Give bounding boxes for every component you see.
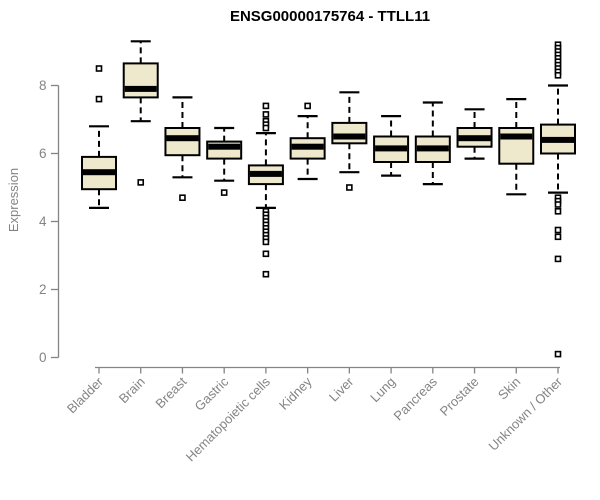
x-tick-label: Unknown / Other [486, 374, 566, 454]
box-Brain [122, 62, 159, 99]
y-tick-label: 2 [39, 282, 47, 297]
median-line [83, 169, 115, 176]
x-tick-label: Lung [367, 374, 398, 405]
median-line [208, 143, 241, 150]
median-line [333, 133, 366, 140]
y-tick-label: 8 [39, 78, 47, 93]
x-tick-label: Prostate [437, 374, 482, 419]
x-tick-label: Skin [495, 374, 523, 402]
outlier-point [179, 194, 186, 201]
x-tick-label: Bladder [64, 374, 107, 417]
x-tick-label: Kidney [276, 374, 315, 413]
outlier-point [346, 184, 353, 191]
median-line [166, 135, 199, 142]
x-tick-label: Breast [152, 374, 189, 411]
outlier-point [554, 255, 562, 263]
median-line [500, 133, 533, 140]
outlier-point [554, 226, 562, 234]
median-line [124, 85, 157, 92]
outlier-point [262, 102, 270, 110]
box-Breast [164, 127, 201, 157]
outlier-point [554, 233, 562, 241]
outlier-point [262, 111, 270, 118]
y-tick-label: 4 [39, 214, 47, 229]
median-line [291, 143, 324, 150]
outlier-point [554, 350, 562, 358]
outlier-point [137, 179, 145, 186]
outlier-point [262, 238, 270, 246]
y-tick-label: 0 [39, 350, 47, 365]
outlier-point [554, 72, 562, 79]
outlier-point [262, 270, 270, 278]
box-Liver [331, 121, 368, 145]
x-tick-label: Pancreas [390, 374, 440, 424]
outlier-point [220, 189, 228, 196]
median-line [542, 136, 574, 143]
outlier-point [95, 65, 103, 72]
chart-title: ENSG00000175764 - TTLL11 [229, 8, 431, 25]
outlier-point [554, 208, 562, 215]
median-line [375, 145, 408, 152]
median-line [458, 135, 491, 142]
y-tick-label: 6 [39, 146, 47, 161]
outlier-point [262, 250, 270, 258]
outlier-point [304, 102, 311, 110]
outlier-point [95, 95, 103, 103]
median-line [416, 145, 449, 152]
x-tick-label: Liver [326, 374, 357, 405]
x-tick-label: Gastric [192, 374, 232, 414]
outlier-point [262, 124, 270, 132]
median-line [249, 170, 282, 177]
outlier-point [554, 201, 562, 208]
x-tick-label: Brain [116, 374, 148, 406]
box-Skin [498, 127, 535, 165]
